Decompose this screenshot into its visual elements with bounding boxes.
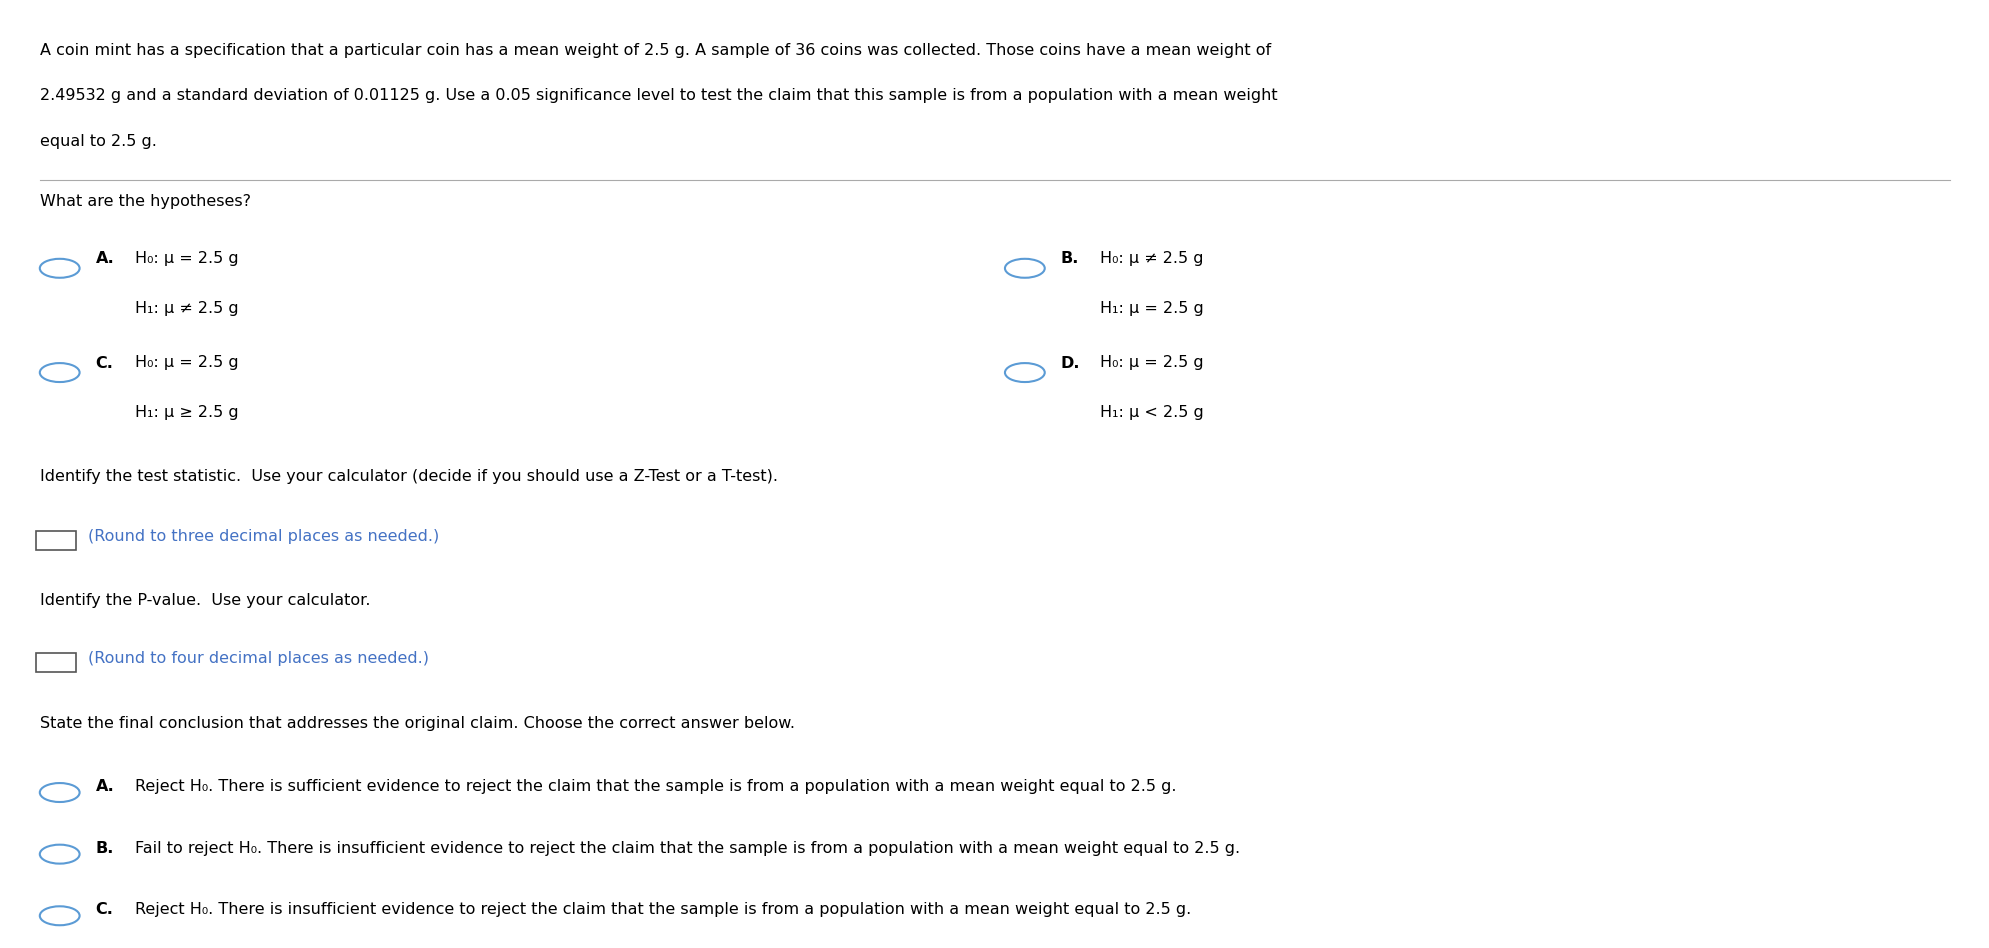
Text: H₀: μ = 2.5 g: H₀: μ = 2.5 g <box>1100 356 1203 371</box>
Text: State the final conclusion that addresses the original claim. Choose the correct: State the final conclusion that addresse… <box>40 716 794 731</box>
Text: A coin mint has a specification that a particular coin has a mean weight of 2.5 : A coin mint has a specification that a p… <box>40 43 1271 58</box>
Text: (Round to four decimal places as needed.): (Round to four decimal places as needed.… <box>88 651 428 666</box>
Text: H₁: μ ≥ 2.5 g: H₁: μ ≥ 2.5 g <box>135 405 239 420</box>
Text: Reject H₀. There is sufficient evidence to reject the claim that the sample is f: Reject H₀. There is sufficient evidence … <box>135 779 1175 794</box>
Text: A.: A. <box>95 251 113 266</box>
Text: Identify the test statistic.  Use your calculator (decide if you should use a Z-: Identify the test statistic. Use your ca… <box>40 469 778 484</box>
Text: H₀: μ ≠ 2.5 g: H₀: μ ≠ 2.5 g <box>1100 251 1203 266</box>
Text: H₁: μ ≠ 2.5 g: H₁: μ ≠ 2.5 g <box>135 301 239 316</box>
Text: D.: D. <box>1060 356 1080 371</box>
Text: B.: B. <box>95 841 113 856</box>
Text: H₁: μ < 2.5 g: H₁: μ < 2.5 g <box>1100 405 1203 420</box>
Text: 2.49532 g and a standard deviation of 0.01125 g. Use a 0.05 significance level t: 2.49532 g and a standard deviation of 0.… <box>40 88 1277 103</box>
Text: (Round to three decimal places as needed.): (Round to three decimal places as needed… <box>88 529 440 544</box>
Text: equal to 2.5 g.: equal to 2.5 g. <box>40 134 157 149</box>
Text: C.: C. <box>95 902 113 918</box>
Text: What are the hypotheses?: What are the hypotheses? <box>40 194 251 210</box>
Text: B.: B. <box>1060 251 1078 266</box>
Text: Reject H₀. There is insufficient evidence to reject the claim that the sample is: Reject H₀. There is insufficient evidenc… <box>135 902 1191 918</box>
Text: Fail to reject H₀. There is insufficient evidence to reject the claim that the s: Fail to reject H₀. There is insufficient… <box>135 841 1239 856</box>
Text: H₁: μ = 2.5 g: H₁: μ = 2.5 g <box>1100 301 1203 316</box>
Text: H₀: μ = 2.5 g: H₀: μ = 2.5 g <box>135 356 239 371</box>
Text: Identify the P-value.  Use your calculator.: Identify the P-value. Use your calculato… <box>40 592 370 608</box>
FancyBboxPatch shape <box>36 653 76 672</box>
Text: H₀: μ = 2.5 g: H₀: μ = 2.5 g <box>135 251 239 266</box>
Text: C.: C. <box>95 356 113 371</box>
FancyBboxPatch shape <box>36 531 76 550</box>
Text: A.: A. <box>95 779 113 794</box>
